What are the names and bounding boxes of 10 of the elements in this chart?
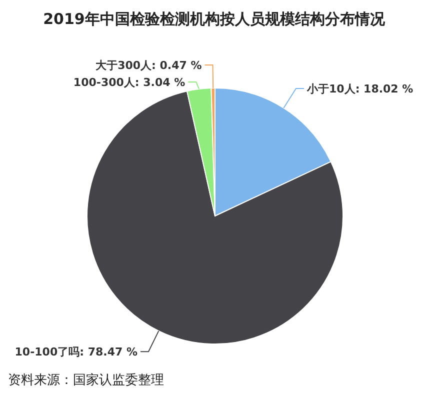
data-label: : 3.04 %: [134, 76, 186, 89]
slice-label: 100-300人: [73, 76, 136, 89]
slice-label: 10-100了吗: [14, 346, 80, 359]
data-label: : 78.47 %: [80, 346, 138, 359]
text: 资料来源：国家认监委整理: [8, 372, 164, 388]
data-label: : 0.47 %: [152, 58, 202, 72]
chart-title: 2019年中国检验检测机构按人员规模结构分布情况: [43, 10, 386, 28]
slice-label: 大于300人: [96, 58, 153, 72]
data-label: : 18.02 %: [355, 82, 414, 96]
slice-label: 小于10人: [306, 82, 356, 96]
